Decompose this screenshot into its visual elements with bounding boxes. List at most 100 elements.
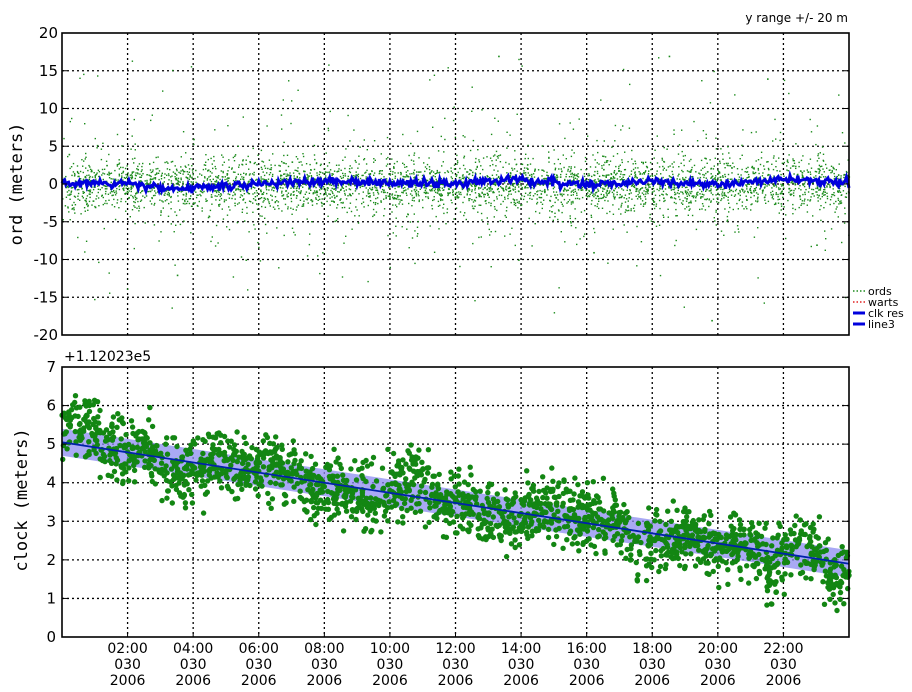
ord-point bbox=[174, 265, 175, 266]
ord-point bbox=[832, 171, 833, 172]
ord-point bbox=[530, 163, 531, 164]
ord-point bbox=[490, 190, 491, 191]
ord-point bbox=[681, 130, 682, 131]
ord-point bbox=[197, 205, 198, 206]
ord-point bbox=[354, 175, 355, 176]
ord-point bbox=[414, 263, 415, 264]
ord-point bbox=[529, 218, 530, 219]
ord-point bbox=[492, 175, 493, 176]
ord-point bbox=[151, 189, 152, 190]
ord-point bbox=[303, 201, 304, 202]
ord-point bbox=[141, 169, 142, 170]
ord-point bbox=[706, 199, 707, 200]
ord-point bbox=[86, 201, 87, 202]
ord-point bbox=[231, 168, 232, 169]
ord-point bbox=[460, 192, 461, 193]
ord-point bbox=[574, 152, 575, 153]
ord-point bbox=[474, 206, 475, 207]
ord-point bbox=[288, 174, 289, 175]
ord-point bbox=[654, 150, 655, 151]
ord-point bbox=[88, 165, 89, 166]
ord-point bbox=[100, 189, 101, 190]
ord-point bbox=[377, 190, 378, 191]
ord-point bbox=[654, 208, 655, 209]
ord-point bbox=[256, 190, 257, 191]
ord-point bbox=[240, 191, 241, 192]
ord-point bbox=[756, 160, 757, 161]
ord-point bbox=[406, 166, 407, 167]
ord-point bbox=[205, 198, 206, 199]
ord-point bbox=[133, 197, 134, 198]
ord-point bbox=[798, 162, 799, 163]
ord-point bbox=[490, 205, 491, 206]
ord-point bbox=[280, 170, 281, 171]
ord-point bbox=[689, 195, 690, 196]
ord-point bbox=[618, 187, 619, 188]
ord-point bbox=[297, 90, 298, 91]
ord-point bbox=[383, 190, 384, 191]
ord-point bbox=[738, 179, 739, 180]
ord-point bbox=[514, 200, 515, 201]
ord-outlier bbox=[292, 161, 294, 163]
ord-point bbox=[743, 208, 744, 209]
ord-point bbox=[373, 192, 374, 193]
ord-point bbox=[499, 195, 500, 196]
ord-point bbox=[278, 267, 279, 268]
clock-point bbox=[174, 444, 179, 449]
ord-point bbox=[427, 193, 428, 194]
ord-point bbox=[257, 242, 258, 243]
ord-point bbox=[109, 173, 110, 174]
ord-point bbox=[109, 293, 110, 294]
ord-point bbox=[194, 178, 195, 179]
ord-point bbox=[715, 158, 716, 159]
ord-point bbox=[659, 200, 660, 201]
ord-point bbox=[823, 160, 824, 161]
clock-point bbox=[575, 528, 580, 533]
ord-point bbox=[358, 156, 359, 157]
ord-point bbox=[662, 158, 663, 159]
ord-point bbox=[619, 170, 620, 171]
ord-point bbox=[323, 194, 324, 195]
ord-point bbox=[734, 94, 735, 95]
ord-point bbox=[272, 199, 273, 200]
ord-point bbox=[277, 205, 278, 206]
clock-point bbox=[114, 477, 119, 482]
ord-point bbox=[604, 140, 605, 141]
ord-point bbox=[331, 185, 332, 186]
ord-point bbox=[218, 175, 219, 176]
ord-point bbox=[511, 168, 512, 169]
ord-point bbox=[522, 187, 523, 188]
ord-point bbox=[261, 167, 262, 168]
ord-point bbox=[78, 193, 79, 194]
ord-point bbox=[839, 201, 840, 202]
ord-point bbox=[529, 198, 530, 199]
ord-point bbox=[333, 195, 334, 196]
ord-point bbox=[177, 195, 178, 196]
ord-point bbox=[832, 170, 833, 171]
ord-point bbox=[674, 245, 675, 246]
ord-point bbox=[263, 200, 264, 201]
ord-point bbox=[97, 75, 98, 76]
ord-point bbox=[795, 184, 796, 185]
ord-point bbox=[98, 205, 99, 206]
ord-point bbox=[392, 204, 393, 205]
ord-point bbox=[621, 203, 622, 204]
ord-point bbox=[177, 180, 178, 181]
clock-point bbox=[163, 442, 168, 447]
ord-point bbox=[710, 186, 711, 187]
ord-point bbox=[164, 173, 165, 174]
ord-point bbox=[720, 148, 721, 149]
ord-point bbox=[571, 201, 572, 202]
ord-point bbox=[123, 187, 124, 188]
ord-point bbox=[190, 232, 191, 233]
ord-point bbox=[258, 204, 259, 205]
ord-point bbox=[837, 176, 838, 177]
ord-point bbox=[314, 154, 315, 155]
ord-point bbox=[296, 190, 297, 191]
ord-point bbox=[444, 118, 445, 119]
ord-point bbox=[87, 210, 88, 211]
ord-point bbox=[284, 162, 285, 163]
ord-point bbox=[297, 186, 298, 187]
ord-point bbox=[590, 166, 591, 167]
ord-point bbox=[485, 203, 486, 204]
